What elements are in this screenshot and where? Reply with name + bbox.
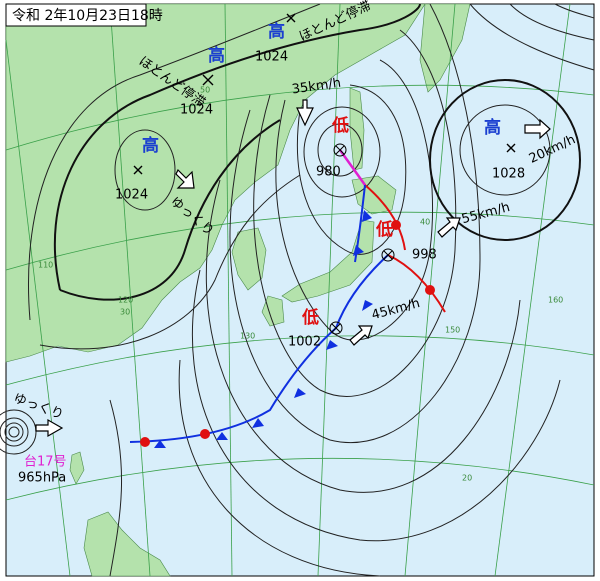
arrow — [175, 168, 195, 189]
isobar — [28, 3, 321, 321]
isobar — [109, 399, 123, 577]
isobar — [303, 106, 381, 198]
meridian — [5, 39, 71, 577]
arrow — [296, 99, 314, 127]
isobar — [275, 59, 433, 341]
pressure: 1028 — [492, 167, 525, 182]
pressure: 1024 — [115, 188, 148, 203]
motion-arrows — [35, 99, 551, 438]
grid-label: 40 — [420, 218, 430, 227]
arrow — [524, 118, 551, 140]
fronts — [129, 149, 446, 448]
isobar — [59, 119, 281, 301]
occluded-front — [338, 149, 367, 186]
low-mark: 低 — [301, 307, 319, 328]
speed: 35km/h — [291, 76, 342, 98]
honshu — [281, 219, 375, 303]
low-mark: 低 — [375, 219, 393, 240]
grid-label: 30 — [120, 308, 130, 317]
isobar — [53, 3, 421, 291]
high-mark: 高 — [484, 117, 501, 138]
front-semicircles — [140, 220, 435, 447]
high-center — [133, 13, 516, 175]
isobar — [253, 29, 457, 397]
meridian — [224, 3, 233, 577]
grid-label: 50 — [200, 86, 210, 95]
warm-front — [364, 184, 446, 313]
high-mark: 高 — [268, 21, 285, 42]
grid-label: 160 — [548, 296, 563, 305]
isobar — [8, 426, 20, 438]
isobar — [192, 269, 561, 542]
front-triangles — [154, 210, 373, 448]
pressure: 1024 — [255, 50, 288, 65]
isobar — [509, 3, 595, 41]
grid-label: 120 — [118, 296, 133, 305]
arrow — [35, 418, 64, 438]
isobar — [554, 3, 595, 19]
title-box — [5, 3, 147, 27]
isobar — [296, 84, 407, 255]
isobar — [0, 409, 37, 455]
taiwan — [69, 451, 85, 485]
center-marks — [133, 13, 516, 335]
low-mark: 低 — [331, 115, 349, 136]
low-center — [329, 143, 395, 335]
arrow — [437, 217, 461, 238]
isobar — [429, 79, 581, 241]
cold-front — [129, 254, 389, 443]
typhoon-name: 台17号 — [24, 455, 67, 470]
parallel — [5, 84, 595, 151]
title: 令和 2年10月23日18時 — [12, 8, 163, 24]
kyushu — [261, 295, 285, 327]
isobar — [205, 179, 521, 493]
pressure: 998 — [412, 248, 437, 263]
grid-label: 130 — [240, 332, 255, 341]
pressure: 980 — [316, 165, 341, 180]
isobars — [0, 3, 595, 577]
isobar — [229, 3, 481, 443]
pressure: 1002 — [288, 335, 321, 350]
isobar — [0, 417, 29, 447]
cold-front — [354, 184, 366, 263]
grid-label: 150 — [445, 326, 460, 335]
meridian — [109, 3, 151, 577]
arrow — [349, 325, 373, 346]
meridian — [494, 3, 571, 577]
high-mark: 高 — [142, 135, 159, 156]
typhoon-pressure: 965hPa — [18, 471, 66, 486]
isobar — [459, 104, 551, 196]
parallel — [5, 211, 595, 271]
isobar — [39, 174, 301, 350]
isobar — [469, 3, 595, 71]
isobar — [4, 422, 24, 442]
meridian — [317, 3, 341, 577]
isobar — [114, 129, 176, 211]
korea — [231, 227, 267, 291]
high-mark: 高 — [208, 45, 225, 66]
grid-label: 110 — [38, 261, 53, 270]
pressure: 1024 — [180, 103, 213, 118]
isobar — [178, 359, 381, 577]
isobar — [317, 123, 363, 177]
grid-label: 20 — [462, 474, 472, 483]
